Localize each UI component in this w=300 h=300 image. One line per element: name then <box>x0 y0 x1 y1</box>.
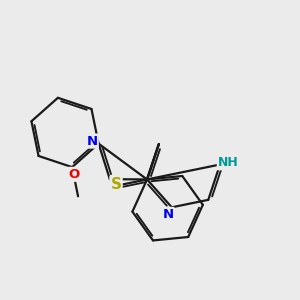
Text: S: S <box>110 177 122 192</box>
Text: N: N <box>87 134 98 148</box>
Text: N: N <box>162 208 173 221</box>
Text: O: O <box>68 168 79 181</box>
Text: NH: NH <box>218 156 238 170</box>
